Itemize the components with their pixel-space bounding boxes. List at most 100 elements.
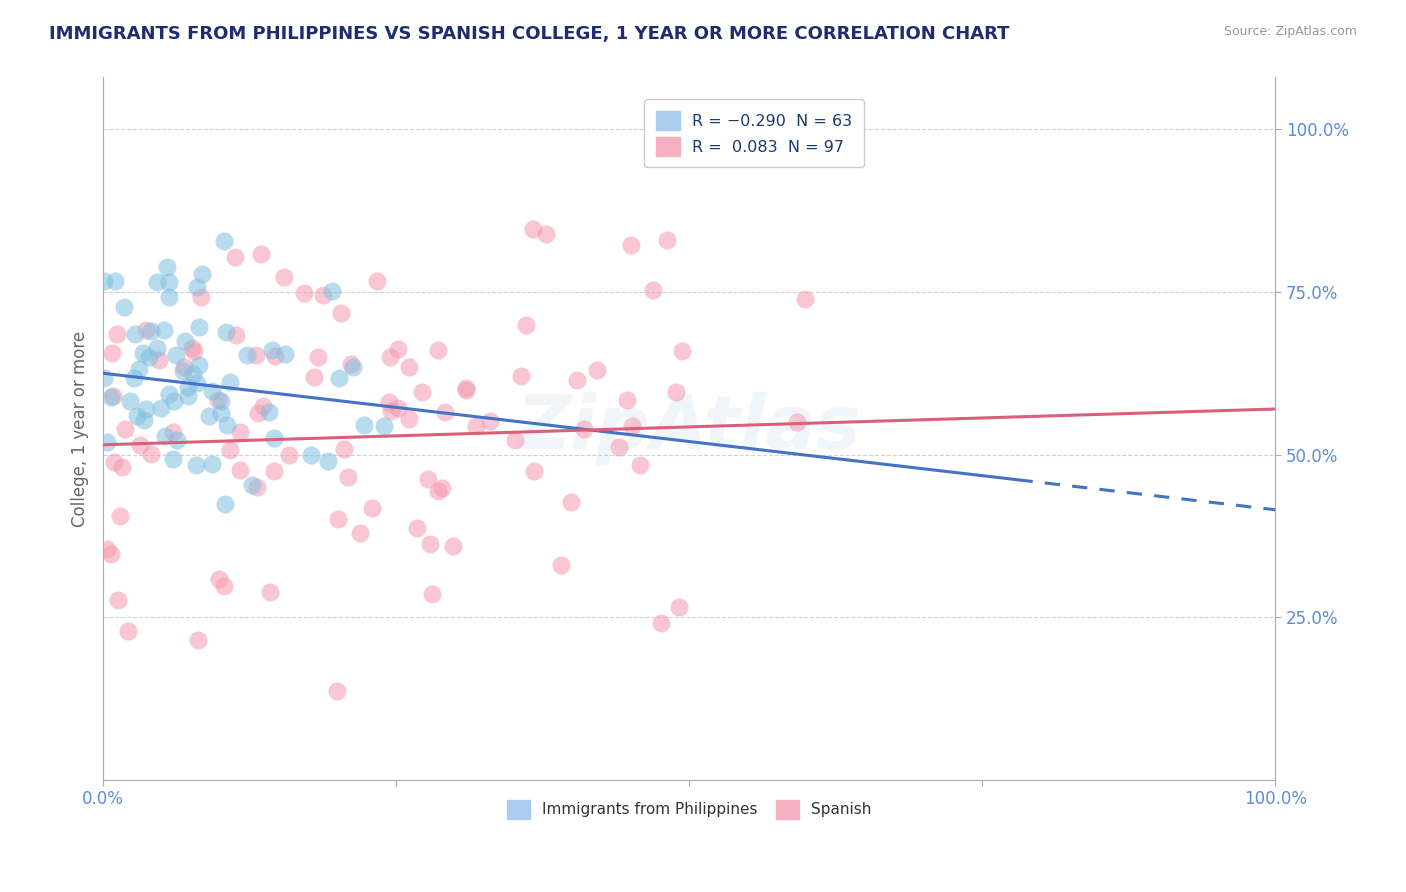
Point (138, 351, 160, 365)
Point (387, 343, 409, 357)
Point (229, 425, 252, 439)
Point (172, 364, 194, 378)
Y-axis label: College, 1 year or more: College, 1 year or more (72, 330, 89, 526)
Point (373, 419, 395, 434)
Point (103, 389, 125, 403)
Point (188, 319, 211, 334)
Point (454, 381, 477, 395)
Point (643, 283, 665, 297)
Point (214, 579, 236, 593)
Point (794, 293, 817, 307)
Point (274, 347, 297, 361)
Point (162, 425, 184, 439)
Point (655, 233, 678, 247)
Point (215, 325, 238, 339)
Point (112, 300, 135, 314)
Point (398, 411, 420, 425)
Point (607, 440, 630, 454)
Point (209, 406, 232, 420)
Point (124, 371, 146, 385)
Point (176, 380, 198, 394)
Point (201, 457, 224, 471)
Point (360, 501, 382, 516)
Point (621, 419, 644, 434)
Point (503, 433, 526, 447)
Point (228, 463, 250, 477)
Point (307, 350, 329, 364)
Point (96, 541, 118, 556)
Point (426, 483, 449, 498)
Text: IMMIGRANTS FROM PHILIPPINES VS SPANISH COLLEGE, 1 YEAR OR MORE CORRELATION CHART: IMMIGRANTS FROM PHILIPPINES VS SPANISH C… (49, 25, 1010, 43)
Point (616, 392, 638, 407)
Point (585, 363, 607, 377)
Point (165, 348, 187, 362)
Point (183, 343, 205, 358)
Point (118, 394, 141, 409)
Point (148, 353, 170, 368)
Point (105, 327, 128, 342)
Point (259, 585, 281, 599)
Point (378, 350, 401, 364)
Point (173, 359, 195, 374)
Point (534, 227, 557, 242)
Point (465, 418, 488, 433)
Point (246, 480, 269, 494)
Point (572, 421, 595, 435)
Point (353, 417, 375, 432)
Point (249, 246, 271, 260)
Point (277, 448, 299, 462)
Point (135, 402, 157, 417)
Point (166, 433, 188, 447)
Point (162, 451, 184, 466)
Point (329, 306, 352, 320)
Point (156, 260, 179, 275)
Point (187, 359, 209, 373)
Point (333, 442, 356, 456)
Point (328, 370, 350, 384)
Point (366, 275, 388, 289)
Point (550, 558, 572, 573)
Point (215, 418, 238, 433)
Point (177, 389, 200, 403)
Point (117, 624, 139, 638)
Point (263, 349, 285, 363)
Point (336, 469, 359, 483)
Point (565, 373, 588, 387)
Point (454, 383, 477, 397)
Point (191, 267, 214, 281)
Point (181, 341, 204, 355)
Point (139, 447, 162, 461)
Point (184, 458, 207, 472)
Point (209, 394, 232, 409)
Point (200, 384, 222, 399)
Point (208, 572, 231, 586)
Point (434, 405, 457, 419)
Point (93, 274, 115, 288)
Point (198, 409, 221, 423)
Point (145, 341, 167, 355)
Point (252, 399, 274, 413)
Point (312, 288, 335, 302)
Point (786, 416, 808, 430)
Point (304, 369, 326, 384)
Point (186, 376, 208, 391)
Point (380, 403, 402, 417)
Point (214, 497, 236, 511)
Point (418, 472, 440, 486)
Point (326, 684, 349, 698)
Point (326, 512, 349, 526)
Point (218, 375, 240, 389)
Point (124, 326, 146, 341)
Point (339, 357, 361, 371)
Point (273, 270, 295, 285)
Point (100, 390, 122, 404)
Point (236, 348, 259, 362)
Point (157, 290, 180, 304)
Point (139, 324, 162, 338)
Point (219, 443, 242, 458)
Point (665, 385, 688, 400)
Point (128, 362, 150, 376)
Point (441, 540, 464, 554)
Point (128, 438, 150, 452)
Point (224, 250, 246, 264)
